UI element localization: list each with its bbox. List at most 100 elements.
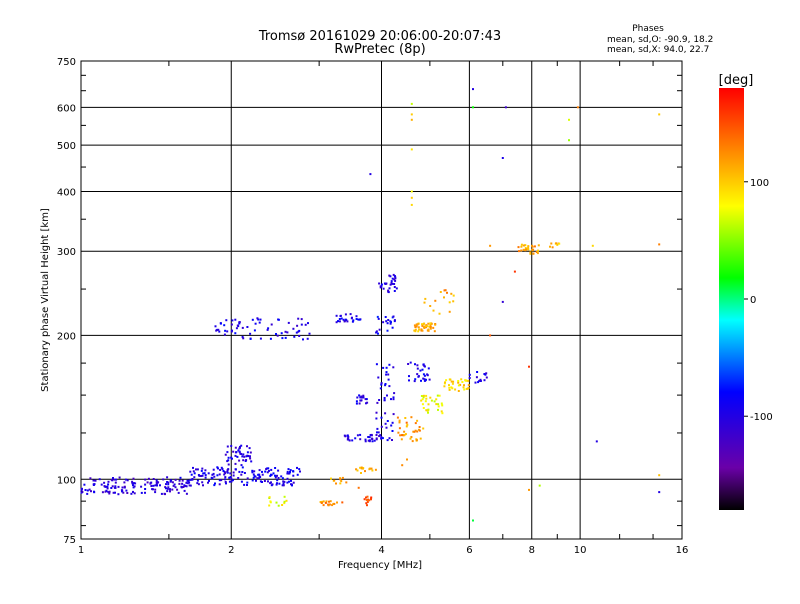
data-point [472,520,474,522]
data-point [568,119,570,121]
data-point [388,385,390,387]
data-point [270,338,272,340]
data-point [385,423,387,425]
data-point [111,479,113,481]
data-point [277,470,279,472]
data-point [399,434,401,436]
data-point [121,490,123,492]
data-point [437,395,439,397]
data-point [377,316,379,318]
data-point [467,388,469,390]
data-point [85,489,87,491]
data-point [407,363,409,365]
data-point [115,482,117,484]
data-point [249,458,251,460]
data-point [276,502,278,504]
data-point [250,452,252,454]
data-point [134,482,136,484]
data-point [202,475,204,477]
data-point [518,250,520,252]
data-point [458,384,460,386]
data-point [410,416,412,418]
data-point [361,397,363,399]
data-point [99,478,101,480]
data-point [387,319,389,321]
data-point [242,459,244,461]
data-point [448,387,450,389]
data-point [169,490,171,492]
data-point [255,323,257,325]
y-tick-label: 75 [63,535,76,546]
stats-o-mode: mean, sd,O: -90.9, 18.2 [607,35,713,45]
data-point [345,313,347,315]
data-point [154,491,156,493]
data-point [250,460,252,462]
data-point [187,482,189,484]
data-point [419,370,421,372]
data-point [381,284,383,286]
data-point [365,497,367,499]
data-point [112,485,114,487]
data-point [165,487,167,489]
data-point [363,396,365,398]
data-point [159,484,161,486]
data-point [286,482,288,484]
data-point [357,434,359,436]
data-point [166,481,168,483]
data-point [205,477,207,479]
data-point [433,310,435,312]
data-point [399,427,401,429]
data-point [190,479,192,481]
data-point [384,412,386,414]
data-point [335,483,337,485]
data-point [423,373,425,375]
data-point [532,246,534,248]
data-point [577,106,579,108]
data-point [292,475,294,477]
data-point [81,491,83,493]
data-point [297,474,299,476]
data-point [537,250,539,252]
data-point [376,434,378,436]
data-point [539,485,541,487]
data-point [260,480,262,482]
data-point [141,492,143,494]
data-point [245,455,247,457]
data-point [187,480,189,482]
data-point [429,322,431,324]
data-point [239,447,241,449]
data-point [337,320,339,322]
data-point [380,387,382,389]
data-point [240,445,242,447]
data-point [416,373,418,375]
data-point [401,438,403,440]
data-point [169,488,171,490]
data-point [171,489,173,491]
data-point [417,368,419,370]
data-point [372,440,374,442]
data-point [358,487,360,489]
data-point [201,468,203,470]
data-point [411,191,413,193]
data-point [226,330,228,332]
data-point [229,472,231,474]
data-point [224,478,226,480]
data-point [359,438,361,440]
data-point [164,493,166,495]
data-point [284,496,286,498]
chart-subtitle: RwPretec (8p) [334,42,425,57]
data-point [449,379,451,381]
data-point [226,451,228,453]
data-point [180,486,182,488]
data-point [274,475,276,477]
data-point [235,451,237,453]
data-point [193,476,195,478]
data-point [384,399,386,401]
data-point [161,493,163,495]
data-point [237,477,239,479]
data-point [274,467,276,469]
data-point [250,338,252,340]
data-point [259,469,261,471]
stats-x-mode: mean, sd,X: 94.0, 22.7 [607,45,709,55]
